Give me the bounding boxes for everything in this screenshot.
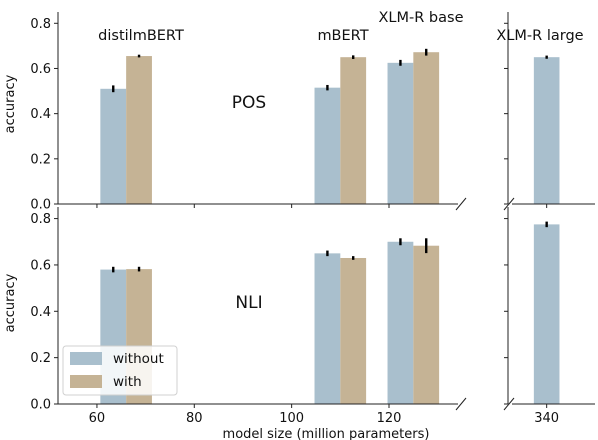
bar-nli-mbert-with (340, 257, 367, 404)
bar-pos-distilmbert-without (100, 88, 127, 204)
y-axis-label-bottom: accuracy (3, 273, 18, 332)
legend-label-with: with (113, 374, 142, 390)
y-tick-label: 0.0 (30, 398, 51, 413)
y-tick-label: 0.6 (30, 258, 51, 273)
bar-pos-mbert-with (340, 57, 367, 205)
axis-break-right-nli (503, 397, 515, 411)
y-tick-label: 0.6 (30, 62, 51, 77)
axes-layer (54, 12, 595, 411)
legend-swatch-without (70, 352, 102, 365)
y-tick-label: 0.2 (30, 152, 51, 167)
y-tick-label: 0.4 (30, 107, 51, 122)
bar-nli-xlm-r-base-with (413, 245, 440, 404)
model-label-xlm-r-base: XLM-R base (378, 10, 463, 26)
model-label-xlm-r-large: XLM-R large (496, 28, 583, 44)
x-tick-label: 80 (186, 411, 203, 426)
model-label-distilmbert: distilmBERT (98, 28, 184, 44)
y-tick-label: 0.2 (30, 351, 51, 366)
bar-pos-xlm-r-base-with (413, 52, 440, 204)
bar-pos-mbert-without (314, 87, 341, 204)
bar-pos-xlm-r-large-without (533, 57, 560, 205)
legend-label-without: without (113, 351, 164, 367)
axis-break-left-pos (455, 197, 467, 211)
task-label-nli: NLI (235, 293, 262, 313)
task-label-pos: POS (232, 93, 266, 113)
labels-layer: 0.0 0.2 0.4 0.6 0.8 POS 0.0 0.2 0.4 0.6 0.8 60 80 100… (30, 10, 583, 426)
bar-nli-mbert-without (314, 253, 341, 404)
error-bars-layer (112, 48, 548, 273)
x-tick-label: 100 (279, 411, 304, 426)
y-tick-label: 0.4 (30, 305, 51, 320)
y-tick-label: 0.0 (30, 198, 51, 213)
axis-break-left-nli (455, 397, 467, 411)
model-label-mbert: mBERT (317, 28, 368, 44)
bar-nli-xlm-r-base-without (387, 241, 414, 404)
bar-pos-distilmbert-with (126, 56, 152, 204)
legend: without with (62, 345, 178, 396)
x-tick-label: 340 (534, 411, 559, 426)
axis-break-right-pos (503, 197, 515, 211)
legend-swatch-with (70, 375, 102, 388)
y-tick-label: 0.8 (30, 212, 51, 227)
bar-nli-xlm-r-large-without (533, 224, 560, 404)
y-axis-label-top: accuracy (3, 74, 18, 133)
y-tick-label: 0.8 (30, 17, 51, 32)
x-tick-label: 120 (377, 411, 402, 426)
x-tick-label: 60 (89, 411, 106, 426)
x-axis-label: model size (million parameters) (223, 427, 430, 440)
bar-pos-xlm-r-base-without (387, 62, 414, 204)
